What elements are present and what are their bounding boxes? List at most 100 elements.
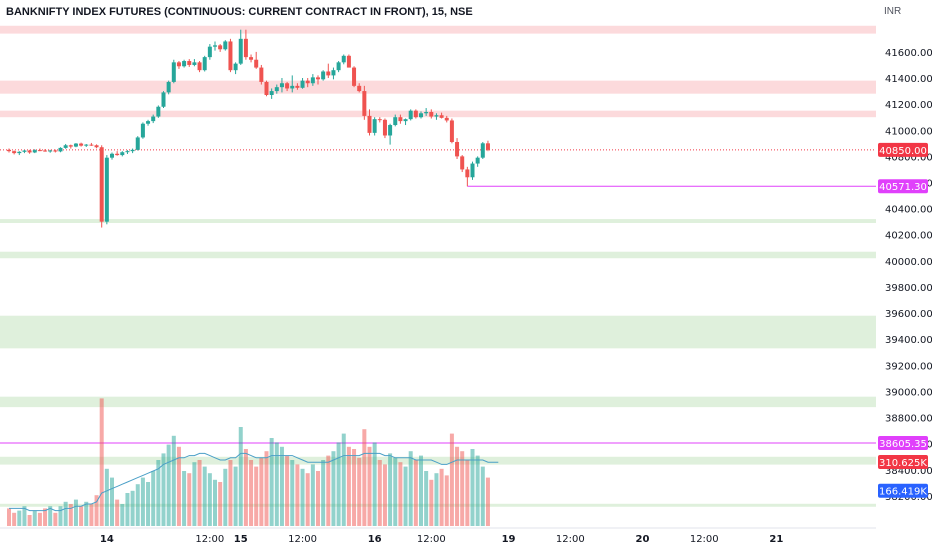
candle-body (213, 45, 217, 47)
candle-body (125, 151, 130, 153)
price-axis: 41600.00 41400.00 41200.00 41000.00 40800.00… (876, 0, 932, 550)
volume-bar (79, 506, 84, 526)
y-tick-label: 41000.00 (885, 126, 932, 137)
volume-bar (218, 482, 223, 526)
volume-bar (305, 473, 310, 526)
demand-zone (0, 315, 876, 349)
candle-body (249, 57, 254, 60)
volume-bar (470, 449, 475, 526)
volume-bar (156, 460, 161, 526)
volume-bar (310, 464, 315, 526)
candle-body (140, 123, 145, 138)
candle-body (455, 142, 460, 157)
time-axis: 14 12:00 15 12:00 16 12:00 19 12:00 20 12:00 21 (0, 527, 876, 545)
candle-body (89, 144, 94, 146)
price-tags: 40850.00 40571.30 38605.35 310.625K 166.419K (878, 142, 928, 498)
zones-layer (0, 25, 876, 507)
candle-body (362, 91, 367, 116)
volume-bar (27, 515, 32, 526)
volume-bar (187, 473, 192, 526)
volume-bar (17, 510, 22, 526)
x-tick-label: 16 (368, 534, 382, 545)
y-tick-label: 40800.00 (885, 152, 932, 163)
candle-body (197, 62, 202, 71)
y-tick-label: 40000.00 (885, 257, 932, 268)
supply-zone (0, 80, 876, 94)
demand-zone (0, 251, 876, 259)
candle-body (176, 62, 181, 67)
volume-bar (372, 442, 377, 526)
candle-body (94, 145, 99, 148)
volume-bar (12, 512, 17, 526)
candle-body (470, 163, 475, 178)
level-price-tag-label: 38605.35 (879, 439, 927, 450)
volume-bar (336, 442, 341, 526)
volume_ma-price-tag-label: 166.419K (879, 487, 927, 498)
candle-body (120, 152, 125, 156)
volume-bar (367, 446, 372, 526)
candle-body (151, 116, 156, 122)
x-tick-label: 12:00 (690, 534, 719, 545)
x-tick-label: 12:00 (556, 534, 585, 545)
candle-body (264, 81, 269, 95)
candle-body (73, 143, 78, 147)
candle-body (115, 153, 120, 156)
candle-body (48, 150, 53, 152)
volume_ma-price-tag (878, 483, 928, 498)
chart-title: BANKNIFTY INDEX FUTURES (CONTINUOUS: CUR… (6, 6, 473, 18)
candle-body (465, 169, 470, 178)
candle-body (12, 151, 17, 154)
y-tick-label: 40400.00 (885, 205, 932, 216)
volume-bar (352, 449, 357, 526)
volume-bar (285, 455, 290, 526)
volume-bar (264, 451, 269, 526)
y-tick-label: 41400.00 (885, 74, 932, 85)
volume-bar (53, 512, 58, 526)
candle-body (104, 157, 109, 222)
volume-bar (326, 455, 331, 526)
candle-body (475, 157, 480, 164)
candle-body (7, 149, 11, 152)
volume-bar (182, 471, 187, 526)
volume-bar (377, 460, 382, 526)
volume-bar (161, 453, 166, 526)
volume-bar (424, 471, 429, 526)
candle-body (367, 115, 372, 133)
candle-body (336, 62, 341, 71)
volume-bar (130, 490, 135, 526)
candle-body (429, 111, 434, 117)
x-tick-label: 12:00 (195, 534, 224, 545)
volume-bar (449, 433, 454, 526)
candle-body (408, 110, 413, 120)
volume-bar (63, 501, 68, 526)
volume-bar (43, 508, 48, 526)
candle-body (146, 121, 151, 124)
volume-bar (171, 435, 176, 526)
candle-body (99, 147, 104, 222)
volume-bar (274, 442, 279, 526)
candle-body (305, 80, 310, 84)
volume-pane (7, 398, 499, 526)
candle-body (238, 38, 243, 64)
candle-body (161, 92, 166, 107)
candle-body (326, 71, 331, 76)
volume-bar (213, 479, 217, 526)
candle-body (357, 85, 362, 92)
candle-body (419, 113, 423, 118)
candle-body (53, 150, 58, 152)
y-tick-label: 39400.00 (885, 335, 932, 346)
volume-bar (48, 506, 53, 526)
volume-bar (460, 451, 465, 526)
volume-bar (254, 466, 259, 526)
volume-bar (434, 473, 439, 526)
x-tick-label: 14 (100, 534, 114, 545)
candle-body (388, 125, 393, 136)
volume-bar (249, 460, 254, 526)
volume-bar (290, 460, 295, 526)
candle-body (485, 143, 490, 150)
candle-body (352, 67, 357, 86)
candle-body (135, 137, 140, 150)
volume-price-tag-label: 310.625K (879, 458, 927, 469)
candle-body (295, 85, 300, 88)
